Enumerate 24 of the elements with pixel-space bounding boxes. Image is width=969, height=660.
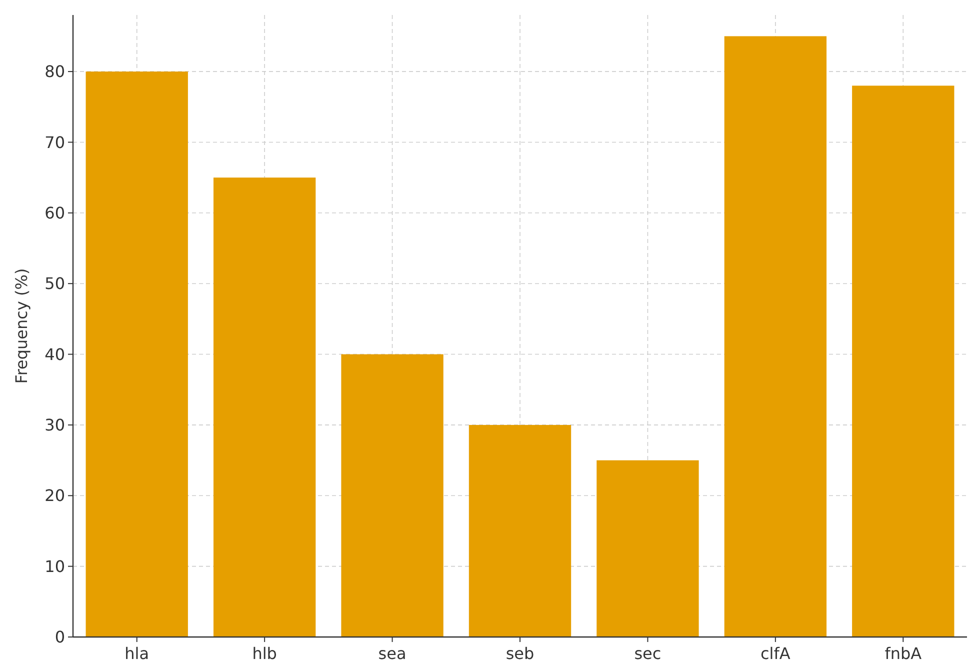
x-tick-label: sec [634, 644, 662, 660]
bar [468, 424, 572, 637]
x-tick-label: clfA [760, 644, 790, 660]
x-tick-label: sea [378, 644, 406, 660]
y-tick-label: 20 [44, 486, 65, 506]
y-axis-title: Frequency (%) [12, 268, 31, 384]
x-tick-label: fnbA [884, 644, 922, 660]
bar [596, 460, 699, 637]
bar [852, 86, 954, 637]
y-tick-label: 70 [44, 132, 65, 152]
y-tick-label: 10 [44, 556, 65, 576]
y-tick-label: 0 [54, 628, 65, 647]
x-tick-label: seb [506, 644, 534, 660]
bar [86, 72, 188, 637]
bar [341, 354, 444, 637]
y-tick-label: 30 [44, 416, 65, 435]
bar [724, 36, 827, 637]
y-tick-label: 60 [44, 204, 65, 223]
y-tick-label: 50 [44, 274, 65, 294]
y-tick-label: 40 [44, 344, 65, 364]
y-tick-label: 80 [44, 62, 65, 82]
x-tick-label: hlb [252, 644, 277, 660]
bar [213, 178, 316, 637]
x-tick-label: hla [124, 644, 150, 660]
